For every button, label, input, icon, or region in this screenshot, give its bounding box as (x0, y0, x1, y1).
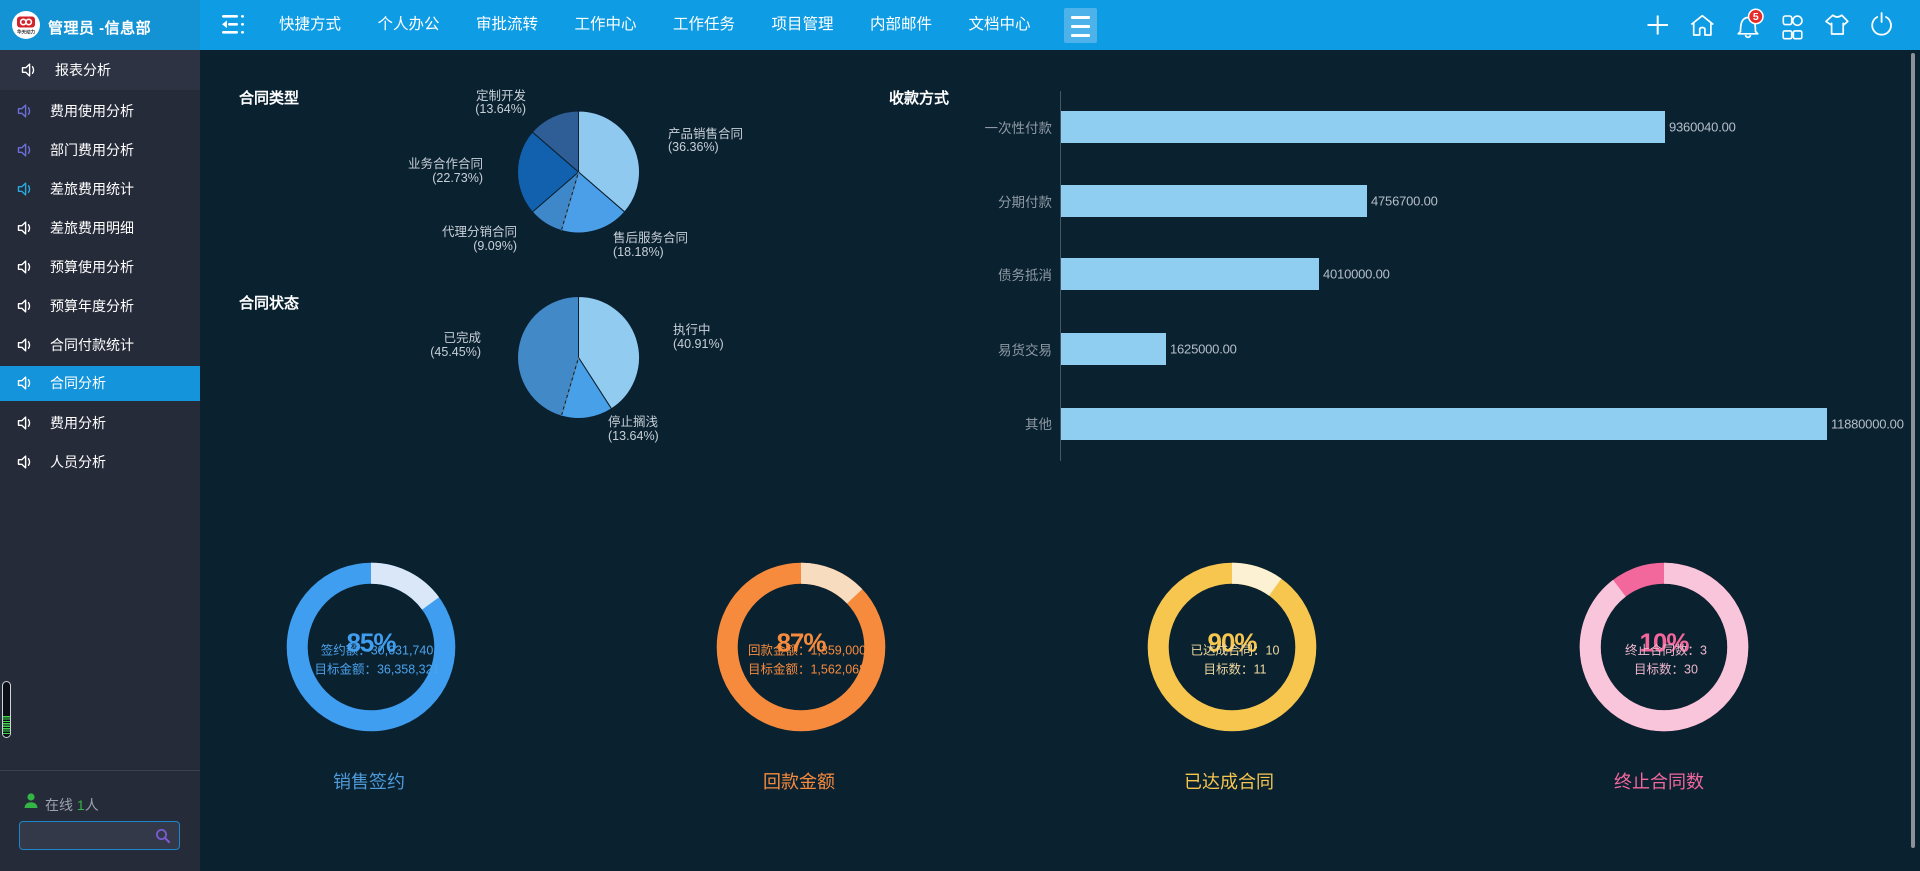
svg-text:华天动力: 华天动力 (17, 29, 35, 36)
svg-text:5: 5 (1753, 11, 1759, 23)
